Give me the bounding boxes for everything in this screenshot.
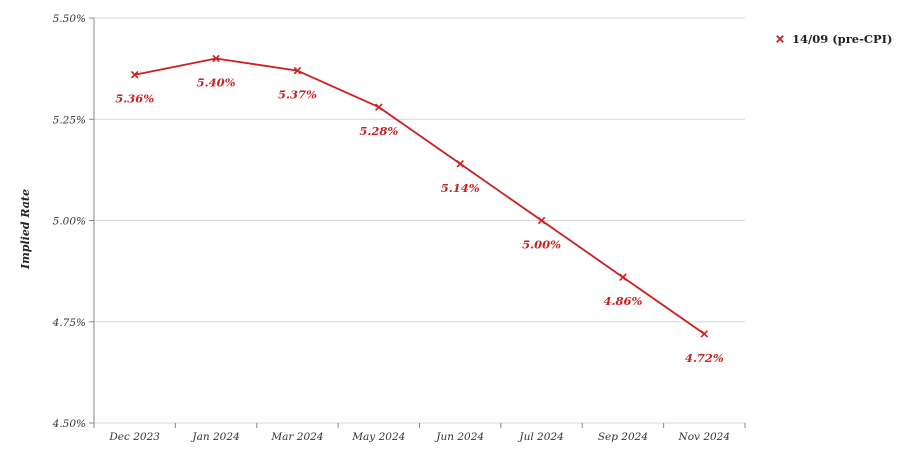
series-implied-rate <box>130 54 709 338</box>
grid <box>94 17 745 424</box>
y-tick-label: 5.50% <box>53 13 86 25</box>
x-tick-label: Sep 2024 <box>598 431 648 443</box>
data-label: 5.36% <box>115 92 154 106</box>
data-point-marker[interactable] <box>537 216 546 225</box>
x-tick-label: Mar 2024 <box>270 431 323 443</box>
data-point-marker[interactable] <box>700 330 709 338</box>
data-label: 5.00% <box>522 238 561 252</box>
data-point-marker[interactable] <box>456 160 464 168</box>
legend-marker-icon <box>776 35 784 43</box>
data-label: 5.40% <box>197 76 236 90</box>
x-tick-label: Nov 2024 <box>678 431 731 443</box>
data-point-marker[interactable] <box>375 103 383 111</box>
data-labels: 5.36% 5.40% 5.37% 5.28% 5.14% 5.00% 4.86% 4.72% <box>115 76 724 365</box>
y-tick-label: 5.25% <box>53 114 86 126</box>
data-point-marker[interactable] <box>130 70 139 79</box>
legend-label: 14/09 (pre-CPI) <box>792 32 892 46</box>
data-point-marker[interactable] <box>212 54 220 63</box>
y-tick-label: 5.00% <box>53 216 86 228</box>
legend[interactable]: 14/09 (pre-CPI) <box>776 32 893 46</box>
x-tick-label: Jan 2024 <box>190 431 239 443</box>
y-tick-label: 4.50% <box>52 418 86 430</box>
x-tick-label: Jul 2024 <box>517 431 563 443</box>
data-point-marker[interactable] <box>619 273 627 281</box>
axes: 4.50% 4.75% 5.00% 5.25% 5.50% Dec 2023 Jan 202… <box>52 13 746 443</box>
data-label: 4.86% <box>603 294 642 308</box>
y-tick-label: 4.75% <box>52 317 86 329</box>
x-tick-label: Jun 2024 <box>434 431 484 443</box>
data-label: 5.37% <box>278 88 317 102</box>
data-point-marker[interactable] <box>293 66 302 75</box>
y-axis-title: Implied Rate <box>19 189 32 270</box>
x-tick-label: Dec 2023 <box>108 431 160 443</box>
x-tick-label: May 2024 <box>351 431 405 443</box>
data-label: 5.14% <box>441 181 480 195</box>
data-label: 4.72% <box>685 351 724 365</box>
series-line <box>134 57 705 335</box>
data-label: 5.28% <box>359 124 398 138</box>
